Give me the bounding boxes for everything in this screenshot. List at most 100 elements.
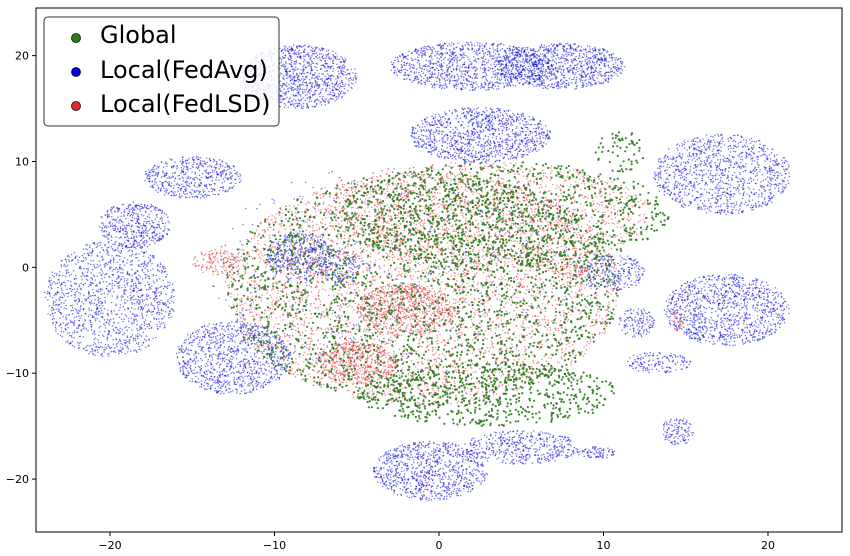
data-point — [514, 52, 516, 54]
data-point — [441, 60, 443, 62]
data-point — [174, 172, 176, 174]
data-point — [291, 60, 293, 62]
data-point — [489, 154, 491, 156]
data-point — [154, 165, 156, 167]
data-point — [515, 136, 517, 138]
data-point — [309, 79, 311, 81]
data-point — [525, 59, 527, 61]
data-point — [448, 63, 450, 65]
data-point — [130, 215, 132, 217]
data-point — [467, 107, 469, 109]
data-point — [487, 141, 489, 143]
data-point — [551, 74, 553, 76]
data-point — [307, 62, 309, 64]
data-point — [533, 148, 535, 150]
data-point — [316, 52, 318, 54]
data-point — [168, 183, 170, 185]
data-point — [322, 56, 324, 58]
data-point — [439, 66, 441, 68]
data-point — [420, 67, 422, 69]
data-point — [591, 75, 593, 77]
data-point — [539, 143, 541, 145]
data-point — [287, 50, 289, 52]
data-point — [188, 176, 190, 178]
data-point — [526, 47, 528, 49]
data-point — [146, 241, 148, 243]
data-point — [522, 120, 524, 122]
data-point — [293, 99, 295, 101]
data-point — [355, 82, 357, 84]
data-point — [179, 193, 181, 195]
data-point — [158, 221, 160, 223]
data-point — [617, 71, 619, 73]
data-point — [545, 87, 547, 89]
data-point — [324, 71, 326, 73]
data-point — [500, 145, 502, 147]
data-point — [318, 100, 320, 102]
data-point — [314, 91, 316, 93]
data-point — [323, 73, 325, 75]
data-point — [526, 142, 528, 144]
data-point — [529, 59, 531, 61]
data-point — [437, 74, 439, 76]
data-point — [596, 67, 598, 69]
data-point — [508, 60, 510, 62]
data-point — [609, 56, 611, 58]
data-point — [188, 185, 190, 187]
data-point — [443, 62, 445, 64]
data-point — [188, 177, 190, 179]
data-point — [468, 122, 470, 124]
data-point — [206, 184, 208, 186]
data-point — [500, 57, 502, 59]
data-point — [446, 48, 448, 50]
data-point — [563, 75, 565, 77]
data-point — [314, 51, 316, 53]
data-point — [345, 84, 347, 86]
data-point — [434, 69, 436, 71]
data-point — [135, 222, 137, 224]
data-point — [516, 155, 518, 157]
data-point — [127, 215, 129, 217]
data-point — [466, 42, 468, 44]
data-point — [452, 155, 454, 157]
data-point — [191, 182, 193, 184]
data-point — [458, 143, 460, 145]
data-point — [345, 77, 347, 79]
data-point — [445, 141, 447, 143]
data-point — [453, 77, 455, 79]
data-point — [183, 166, 185, 168]
data-point — [436, 57, 438, 59]
data-point — [475, 154, 477, 156]
data-point — [452, 51, 454, 53]
data-point — [590, 85, 592, 87]
data-point — [511, 139, 513, 141]
data-point — [145, 218, 147, 220]
data-point — [186, 183, 188, 185]
data-point — [542, 46, 544, 48]
data-point — [427, 79, 429, 81]
data-point — [287, 48, 289, 50]
data-point — [446, 147, 448, 149]
data-point — [286, 85, 288, 87]
data-point — [500, 120, 502, 122]
data-point — [600, 82, 602, 84]
data-point — [186, 177, 188, 179]
data-point — [225, 162, 227, 164]
data-point — [101, 216, 103, 218]
data-point — [215, 167, 217, 169]
data-point — [340, 56, 342, 58]
data-point — [305, 66, 307, 68]
data-point — [319, 96, 321, 98]
data-point — [551, 51, 553, 53]
data-point — [489, 141, 491, 143]
data-point — [446, 79, 448, 81]
data-point — [326, 83, 328, 85]
data-point — [592, 48, 594, 50]
data-point — [543, 47, 545, 49]
data-point — [449, 55, 451, 57]
data-point — [189, 186, 191, 188]
data-point — [611, 57, 613, 59]
data-point — [498, 54, 500, 56]
data-point — [508, 70, 510, 72]
data-point — [437, 51, 439, 53]
